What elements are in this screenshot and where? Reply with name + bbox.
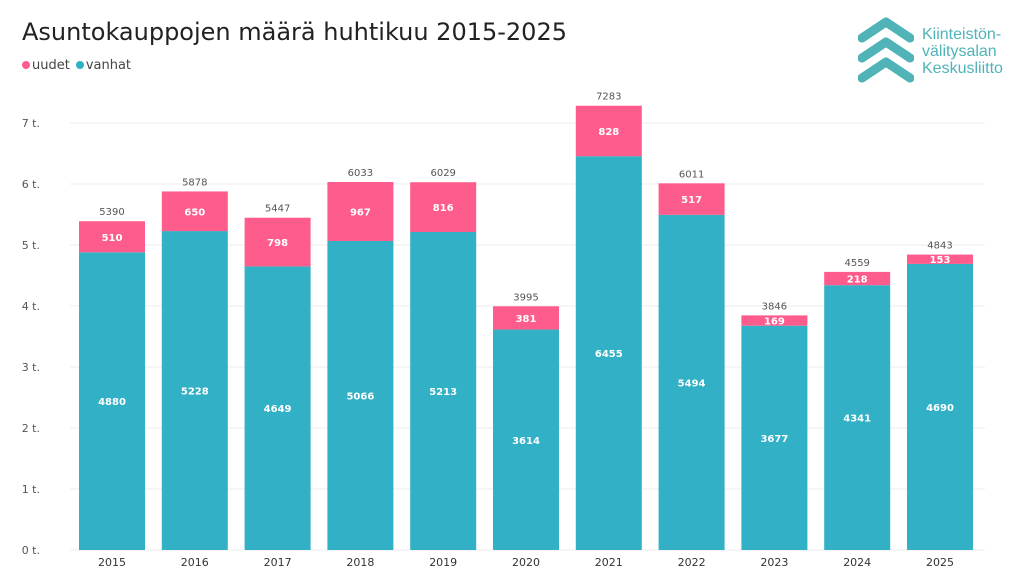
bar-uudet[interactable] [907, 254, 973, 264]
total-label: 5878 [182, 177, 207, 188]
bar-vanhat[interactable] [575, 156, 642, 550]
bar-vanhat[interactable] [161, 231, 228, 551]
data-label-vanhat: 5494 [678, 378, 706, 389]
data-label-uudet: 153 [930, 255, 951, 266]
x-tick-label: 2025 [926, 556, 954, 569]
logo-line: Keskusliitto [922, 59, 1003, 77]
bar-uudet[interactable] [410, 182, 477, 233]
x-tick-label: 2023 [760, 556, 788, 569]
bar-uudet[interactable] [244, 217, 311, 267]
bar-vanhat[interactable] [327, 240, 394, 550]
y-tick-label: 6 t. [22, 178, 40, 191]
data-label-vanhat: 3614 [512, 436, 540, 447]
data-label-uudet: 517 [681, 195, 702, 206]
bar-uudet[interactable] [327, 181, 394, 241]
total-label: 6029 [430, 168, 455, 179]
legend-item-uudet[interactable]: uudet [22, 58, 70, 73]
x-tick-label: 2018 [346, 556, 374, 569]
data-label-uudet: 650 [184, 207, 205, 218]
x-tick-label: 2016 [181, 556, 209, 569]
total-label: 6011 [679, 169, 704, 180]
x-tick-label: 2017 [264, 556, 292, 569]
total-label: 4559 [844, 258, 869, 269]
data-label-uudet: 510 [102, 233, 123, 244]
data-label-uudet: 828 [598, 127, 619, 138]
data-label-vanhat: 5066 [346, 391, 374, 402]
bar-vanhat[interactable] [824, 285, 891, 550]
legend-label: uudet [32, 58, 70, 73]
bar-vanhat[interactable] [244, 266, 311, 550]
x-tick-label: 2020 [512, 556, 540, 569]
logo: Kiinteistön- välitysalan Keskusliitto [858, 16, 1003, 86]
data-label-vanhat: 6455 [595, 349, 623, 360]
bar-uudet[interactable] [79, 221, 145, 253]
data-label-vanhat: 4649 [264, 404, 292, 415]
logo-line: Kiinteistön- [922, 25, 1002, 43]
data-label-vanhat: 4690 [926, 403, 954, 414]
total-label: 3995 [513, 292, 538, 303]
bar-uudet[interactable] [658, 183, 725, 215]
data-label-uudet: 967 [350, 207, 371, 218]
data-label-vanhat: 5213 [429, 387, 457, 398]
y-tick-label: 7 t. [22, 117, 40, 130]
x-tick-label: 2021 [595, 556, 623, 569]
total-label: 7283 [596, 92, 621, 103]
bar-vanhat[interactable] [493, 329, 559, 550]
total-label: 4843 [927, 241, 952, 252]
bar-vanhat[interactable] [658, 214, 725, 550]
x-tick-label: 2024 [843, 556, 871, 569]
bar-uudet[interactable] [575, 105, 642, 157]
legend-marker-vanhat [75, 61, 84, 69]
total-label: 6033 [348, 168, 373, 179]
y-tick-label: 2 t. [22, 422, 40, 435]
data-label-vanhat: 3677 [760, 434, 788, 445]
legend-label: vanhat [85, 58, 132, 73]
logo-line: välitysalan [922, 42, 997, 60]
data-label-vanhat: 5228 [181, 387, 209, 398]
y-tick-label: 4 t. [22, 300, 40, 313]
legend-marker-uudet [22, 61, 30, 69]
y-tick-label: 0 t. [22, 544, 40, 557]
chevrons-logo-icon [858, 17, 914, 83]
bar-uudet[interactable] [161, 191, 228, 232]
data-label-uudet: 816 [433, 203, 454, 214]
x-tick-label: 2022 [678, 556, 706, 569]
legend-item-vanhat[interactable]: vanhat [75, 58, 132, 73]
data-label-uudet: 798 [267, 238, 288, 249]
bar-uudet[interactable] [493, 306, 559, 330]
legend: uudet vanhat [22, 58, 131, 73]
x-tick-label: 2015 [98, 556, 126, 569]
x-tick-label: 2019 [429, 556, 457, 569]
bar-vanhat[interactable] [741, 325, 808, 550]
y-tick-label: 3 t. [22, 361, 40, 374]
data-label-uudet: 218 [847, 275, 868, 286]
bar-vanhat[interactable] [410, 232, 477, 550]
total-label: 3846 [762, 301, 787, 312]
y-tick-label: 1 t. [22, 483, 40, 496]
bar-vanhat[interactable] [79, 252, 145, 550]
data-label-uudet: 169 [764, 317, 785, 328]
data-label-vanhat: 4341 [843, 414, 871, 425]
y-tick-label: 5 t. [22, 239, 40, 252]
bar-uudet[interactable] [741, 315, 808, 326]
bar-vanhat[interactable] [907, 263, 973, 550]
total-label: 5390 [99, 207, 124, 218]
bar-uudet[interactable] [824, 271, 891, 286]
data-label-uudet: 381 [516, 314, 537, 325]
total-label: 5447 [265, 204, 290, 215]
chart-title: Asuntokauppojen määrä huhtikuu 2015-2025 [22, 18, 567, 46]
data-label-vanhat: 4880 [98, 397, 126, 408]
